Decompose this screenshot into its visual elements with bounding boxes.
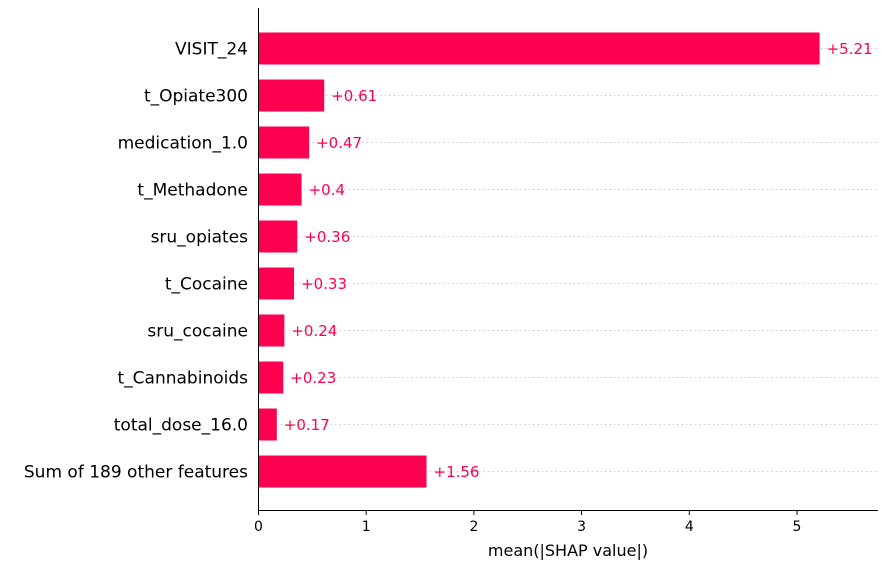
x-tick-label: 1 xyxy=(362,519,371,535)
x-tick-label: 0 xyxy=(254,519,263,535)
category-label: t_Opiate300 xyxy=(144,87,248,107)
bar-value-label: +0.23 xyxy=(290,369,336,387)
bar xyxy=(258,32,820,65)
bar xyxy=(258,267,295,300)
grid-lines xyxy=(258,48,878,472)
category-label: total_dose_16.0 xyxy=(114,416,248,436)
category-labels: VISIT_24 t_Opiate300 medication_1.0 t_Metha… xyxy=(24,40,248,483)
axes xyxy=(258,8,878,511)
bar-value-label: +1.56 xyxy=(434,463,480,481)
category-label: VISIT_24 xyxy=(175,40,248,60)
category-label: medication_1.0 xyxy=(118,134,248,154)
category-label: t_Cocaine xyxy=(165,275,248,295)
bar-value-label: +0.47 xyxy=(316,134,362,152)
x-tick-label: 3 xyxy=(577,519,586,535)
x-tick-label: 2 xyxy=(469,519,478,535)
category-label: sru_opiates xyxy=(151,228,249,248)
bar xyxy=(258,126,310,159)
x-tick-label: 4 xyxy=(685,519,694,535)
category-label: Sum of 189 other features xyxy=(24,463,248,483)
bar xyxy=(258,173,302,206)
x-axis-title: mean(|SHAP value|) xyxy=(488,541,648,560)
bar-value-label: +0.4 xyxy=(309,181,345,199)
bar xyxy=(258,79,325,112)
bars xyxy=(258,32,820,488)
bar-value-label: +0.33 xyxy=(301,275,347,293)
value-labels: +5.21 +0.61 +0.47 +0.4 +0.36 +0.33 +0.24 +0.23 +… xyxy=(284,40,873,481)
category-label: sru_cocaine xyxy=(147,322,248,342)
category-label: t_Cannabinoids xyxy=(118,369,249,389)
bar xyxy=(258,455,427,488)
bar-value-label: +5.21 xyxy=(827,40,873,58)
bar-value-label: +0.24 xyxy=(291,322,337,340)
bar xyxy=(258,408,277,441)
bar-value-label: +0.36 xyxy=(304,228,350,246)
bar xyxy=(258,314,285,347)
bar xyxy=(258,220,298,253)
x-tick-label: 5 xyxy=(793,519,802,535)
category-label: t_Methadone xyxy=(137,181,248,201)
bar xyxy=(258,361,284,394)
x-ticks: 0 1 2 3 4 5 xyxy=(254,510,801,535)
bar-value-label: +0.61 xyxy=(331,87,377,105)
bar-value-label: +0.17 xyxy=(284,416,330,434)
